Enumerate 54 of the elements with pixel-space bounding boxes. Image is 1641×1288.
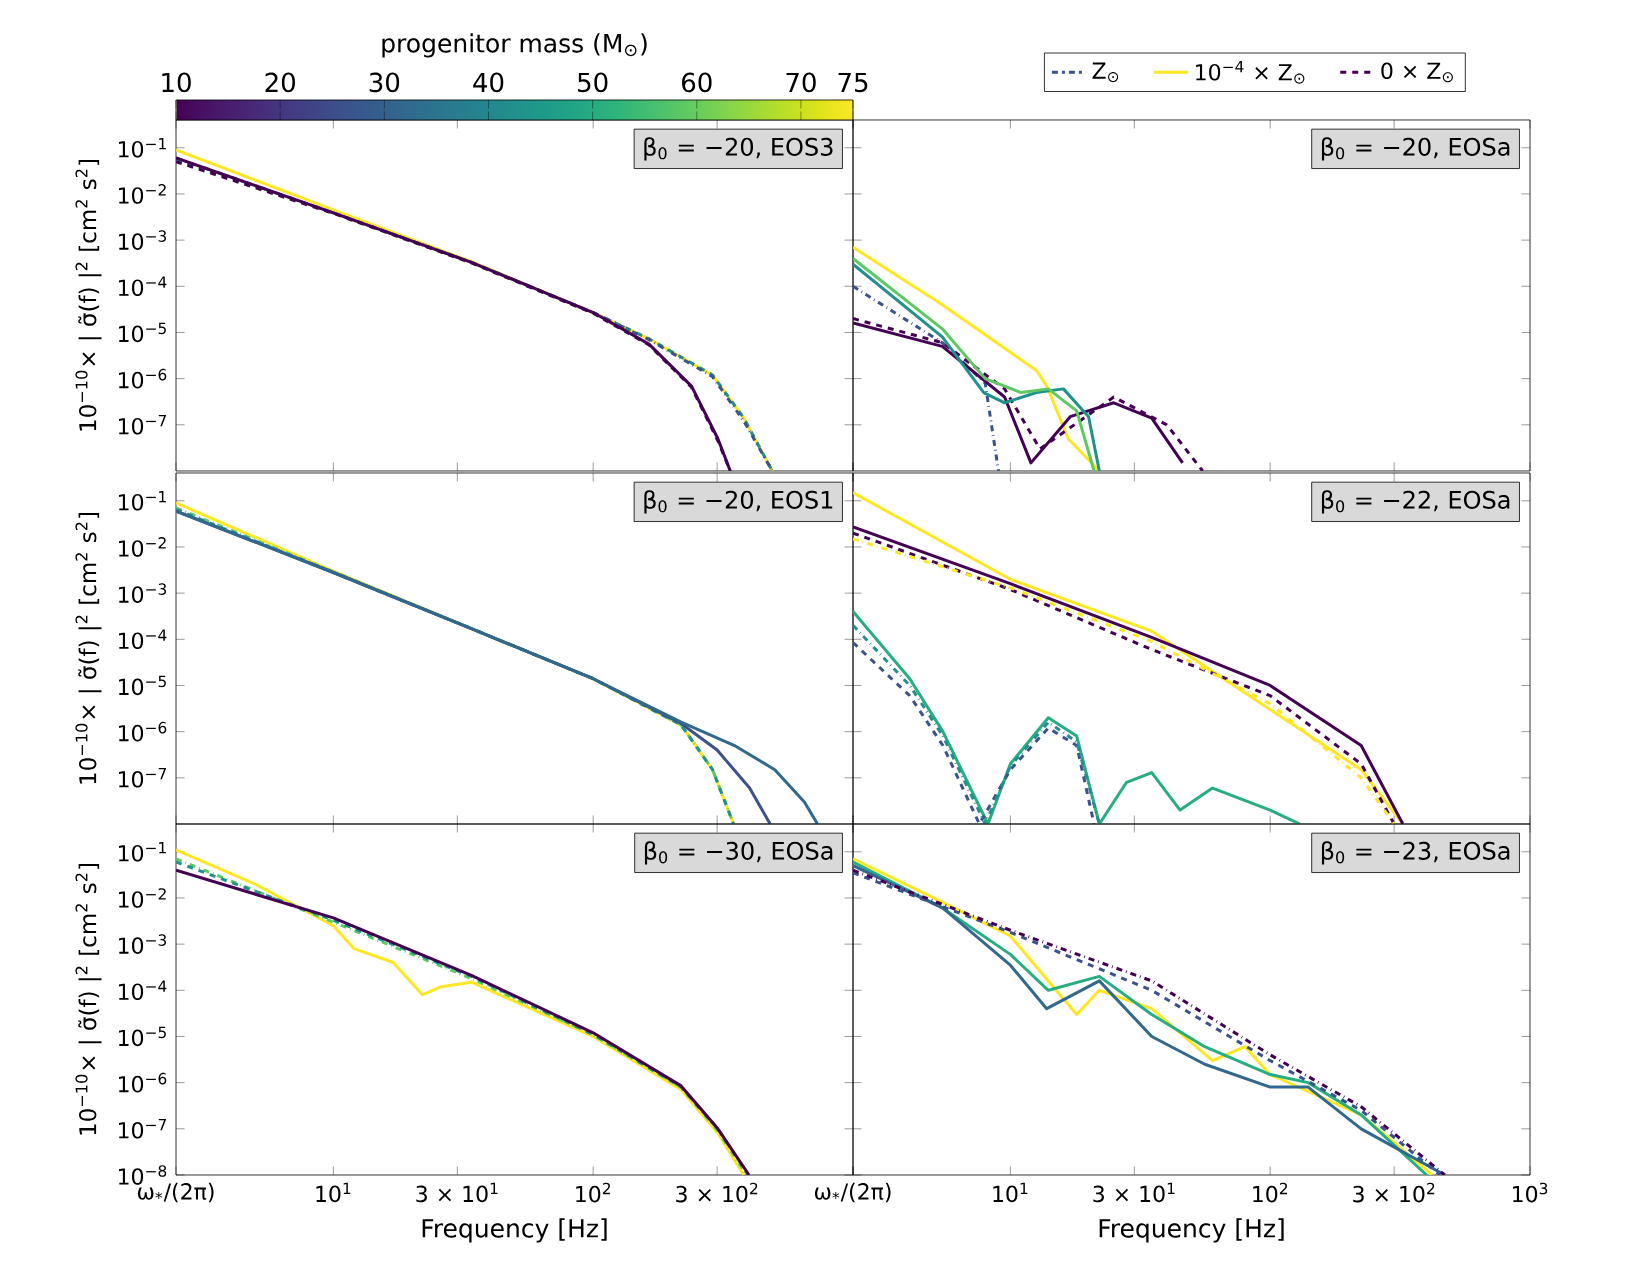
color-bar-label: 70 [786,72,816,93]
annotation: β$_{0}$ = −22, EOSa [1321,490,1510,514]
y-tick-label: 10$^{−6}$ [119,1072,167,1093]
color-bar-title: progenitor mass (M$_{⊙}$) [382,33,647,58]
color-bar-label: 40 [473,72,504,93]
color-bar-label: 30 [369,72,400,93]
y-tick-label: 10$^{−4}$ [119,276,167,297]
annotation: β$_{0}$ = −20, EOSa [1321,137,1510,161]
x-axis-title: Frequency [Hz] [422,1218,607,1243]
y-tick-label: 10$^{−6}$ [119,368,167,389]
y-tick-label: 10$^{−5}$ [119,1026,166,1047]
x-axis-title: Frequency [Hz] [1099,1218,1284,1243]
x-tick-label: 3 × 10$^{2}$ [676,1182,758,1203]
text: 10$^{−10}$× | σ̃(f) |$^{2}$ [cm$^{2}$ s$^{2}$] [75,513,102,784]
y-tick-label: 10$^{−5}$ [119,322,166,343]
text: 10$^{−10}$× | σ̃(f) |$^{2}$ [cm$^{2}$ s$^{2}$] [75,160,102,431]
y-tick-label: 10$^{−4}$ [119,980,167,1001]
y-tick-label: 10$^{−1}$ [119,138,166,158]
x-tick-label: 3 × 10$^{1}$ [1093,1182,1175,1203]
x-tick-label: 10$^{2}$ [576,1182,611,1203]
text: 10$^{−10}$× | σ̃(f) |$^{2}$ [cm$^{2}$ s$^{2}$] [75,864,102,1135]
y-tick-label: 10$^{−7}$ [119,1119,166,1139]
y-tick-label: 10$^{−1}$ [119,491,166,511]
x-tick-label: 10$^{3}$ [1513,1182,1548,1203]
y-tick-label: 10$^{−4}$ [119,629,167,650]
color-bar-label: 10 [162,72,191,93]
legend-label: 0 × Z$_{⊙}$ [1381,62,1453,83]
annotation: β$_{0}$ = −30, EOSa [644,841,833,865]
legend-label: Z$_{⊙}$ [1092,62,1119,83]
y-tick-label: 10$^{−6}$ [119,721,167,742]
y-tick-label: 10$^{−3}$ [119,583,167,603]
x-tick-label: 3 × 10$^{1}$ [416,1182,498,1203]
y-tick-label: 10$^{−1}$ [119,842,166,862]
y-tick-label: 10$^{−7}$ [119,768,166,788]
y-tick-label: 10$^{−5}$ [119,675,166,696]
legend-label: 10$^{−4}$ × Z$_{⊙}$ [1196,61,1305,84]
x-tick-label: 10$^{1}$ [993,1182,1028,1203]
y-tick-label: 10$^{−7}$ [119,415,166,435]
y-tick-label: 10$^{−3}$ [119,230,167,250]
color-bar-label: 20 [265,72,295,93]
x-tick-label: 10$^{1}$ [316,1182,351,1203]
color-bar-label: 60 [682,72,712,93]
x-tick-label: 3 × 10$^{2}$ [1353,1182,1435,1203]
x-tick-label: 10$^{2}$ [1253,1182,1288,1203]
x-tick-label: ω$_{*}$/(2π) [814,1182,891,1203]
annotation: β$_{0}$ = −20, EOS1 [644,490,833,514]
color-bar-label: 75 [838,72,868,93]
annotation: β$_{0}$ = −23, EOSa [1321,841,1510,865]
y-tick-label: 10$^{−2}$ [119,537,166,557]
annotation: β$_{0}$ = −20, EOS3 [644,137,833,161]
y-tick-label: 10$^{−3}$ [119,934,167,954]
color-bar-label: 50 [578,72,608,93]
y-tick-label: 10$^{−2}$ [119,184,166,204]
y-tick-label: 10$^{−2}$ [119,888,166,908]
